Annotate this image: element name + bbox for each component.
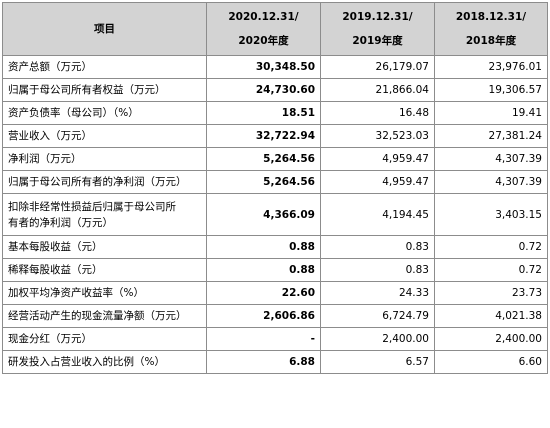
row-operating-cash-flow: 经营活动产生的现金流量净额（万元） 2,606.86 6,724.79 4,02…	[2, 304, 548, 328]
value-2018: 19.41	[434, 101, 548, 125]
row-diluted-eps: 稀释每股收益（元） 0.88 0.83 0.72	[2, 258, 548, 282]
value-2020: 22.60	[206, 281, 321, 305]
value-2019: 2,400.00	[320, 327, 435, 351]
value-2020: 30,348.50	[206, 55, 321, 79]
header-2019: 2019.12.31/ 2019年度	[320, 2, 435, 56]
value-2019: 32,523.03	[320, 124, 435, 148]
value-2019: 26,179.07	[320, 55, 435, 79]
value-2018: 2,400.00	[434, 327, 548, 351]
row-label: 归属于母公司所有者权益（万元）	[2, 78, 207, 102]
value-2018: 19,306.57	[434, 78, 548, 102]
row-label: 归属于母公司所有者的净利润（万元）	[2, 170, 207, 194]
header-row: 项目 2020.12.31/ 2020年度 2019.12.31/ 2019年度…	[2, 2, 548, 56]
value-2018: 4,021.38	[434, 304, 548, 328]
value-2018: 27,381.24	[434, 124, 548, 148]
value-2018: 23.73	[434, 281, 548, 305]
row-total-assets: 资产总额（万元） 30,348.50 26,179.07 23,976.01	[2, 55, 548, 79]
header-2018: 2018.12.31/ 2018年度	[434, 2, 548, 56]
value-2020: 24,730.60	[206, 78, 321, 102]
row-label: 基本每股收益（元）	[2, 235, 207, 259]
value-2018: 6.60	[434, 350, 548, 374]
row-net-profit: 净利润（万元） 5,264.56 4,959.47 4,307.39	[2, 147, 548, 171]
row-label: 净利润（万元）	[2, 147, 207, 171]
row-label-line1: 扣除非经常性损益后归属于母公司所	[8, 200, 176, 213]
row-parent-net-profit: 归属于母公司所有者的净利润（万元） 5,264.56 4,959.47 4,30…	[2, 170, 548, 194]
financial-summary-table: 项目 2020.12.31/ 2020年度 2019.12.31/ 2019年度…	[2, 2, 548, 374]
value-2020: 6.88	[206, 350, 321, 374]
row-basic-eps: 基本每股收益（元） 0.88 0.83 0.72	[2, 235, 548, 259]
row-label: 现金分红（万元）	[2, 327, 207, 351]
value-2020: 5,264.56	[206, 170, 321, 194]
value-2020: 5,264.56	[206, 147, 321, 171]
value-2019: 4,194.45	[320, 193, 435, 236]
value-2020: 2,606.86	[206, 304, 321, 328]
value-2019: 16.48	[320, 101, 435, 125]
value-2018: 23,976.01	[434, 55, 548, 79]
row-parent-equity: 归属于母公司所有者权益（万元） 24,730.60 21,866.04 19,3…	[2, 78, 548, 102]
row-revenue: 营业收入（万元） 32,722.94 32,523.03 27,381.24	[2, 124, 548, 148]
value-2019: 24.33	[320, 281, 435, 305]
value-2019: 4,959.47	[320, 170, 435, 194]
value-2018: 4,307.39	[434, 170, 548, 194]
row-label: 经营活动产生的现金流量净额（万元）	[2, 304, 207, 328]
row-adjusted-net-profit: 扣除非经常性损益后归属于母公司所 有者的净利润（万元） 4,366.09 4,1…	[2, 193, 548, 236]
row-cash-dividend: 现金分红（万元） - 2,400.00 2,400.00	[2, 327, 548, 351]
row-label: 加权平均净资产收益率（%）	[2, 281, 207, 305]
value-2018: 3,403.15	[434, 193, 548, 236]
row-rd-ratio: 研发投入占营业收入的比例（%） 6.88 6.57 6.60	[2, 350, 548, 374]
header-item: 项目	[2, 2, 207, 56]
value-2020: 18.51	[206, 101, 321, 125]
value-2020: 0.88	[206, 258, 321, 282]
value-2019: 0.83	[320, 258, 435, 282]
value-2020: -	[206, 327, 321, 351]
row-label: 研发投入占营业收入的比例（%）	[2, 350, 207, 374]
row-label: 资产负债率（母公司）（%）	[2, 101, 207, 125]
row-label: 稀释每股收益（元）	[2, 258, 207, 282]
value-2019: 4,959.47	[320, 147, 435, 171]
value-2019: 6,724.79	[320, 304, 435, 328]
row-label: 营业收入（万元）	[2, 124, 207, 148]
header-2020: 2020.12.31/ 2020年度	[206, 2, 321, 56]
value-2020: 32,722.94	[206, 124, 321, 148]
value-2018: 0.72	[434, 235, 548, 259]
value-2018: 0.72	[434, 258, 548, 282]
row-debt-ratio: 资产负债率（母公司）（%） 18.51 16.48 19.41	[2, 101, 548, 125]
value-2019: 0.83	[320, 235, 435, 259]
value-2020: 4,366.09	[206, 193, 321, 236]
value-2020: 0.88	[206, 235, 321, 259]
value-2019: 6.57	[320, 350, 435, 374]
row-label: 资产总额（万元）	[2, 55, 207, 79]
value-2019: 21,866.04	[320, 78, 435, 102]
row-label-line2: 有者的净利润（万元）	[8, 216, 113, 229]
value-2018: 4,307.39	[434, 147, 548, 171]
row-label: 扣除非经常性损益后归属于母公司所 有者的净利润（万元）	[2, 193, 207, 236]
row-weighted-roe: 加权平均净资产收益率（%） 22.60 24.33 23.73	[2, 281, 548, 305]
